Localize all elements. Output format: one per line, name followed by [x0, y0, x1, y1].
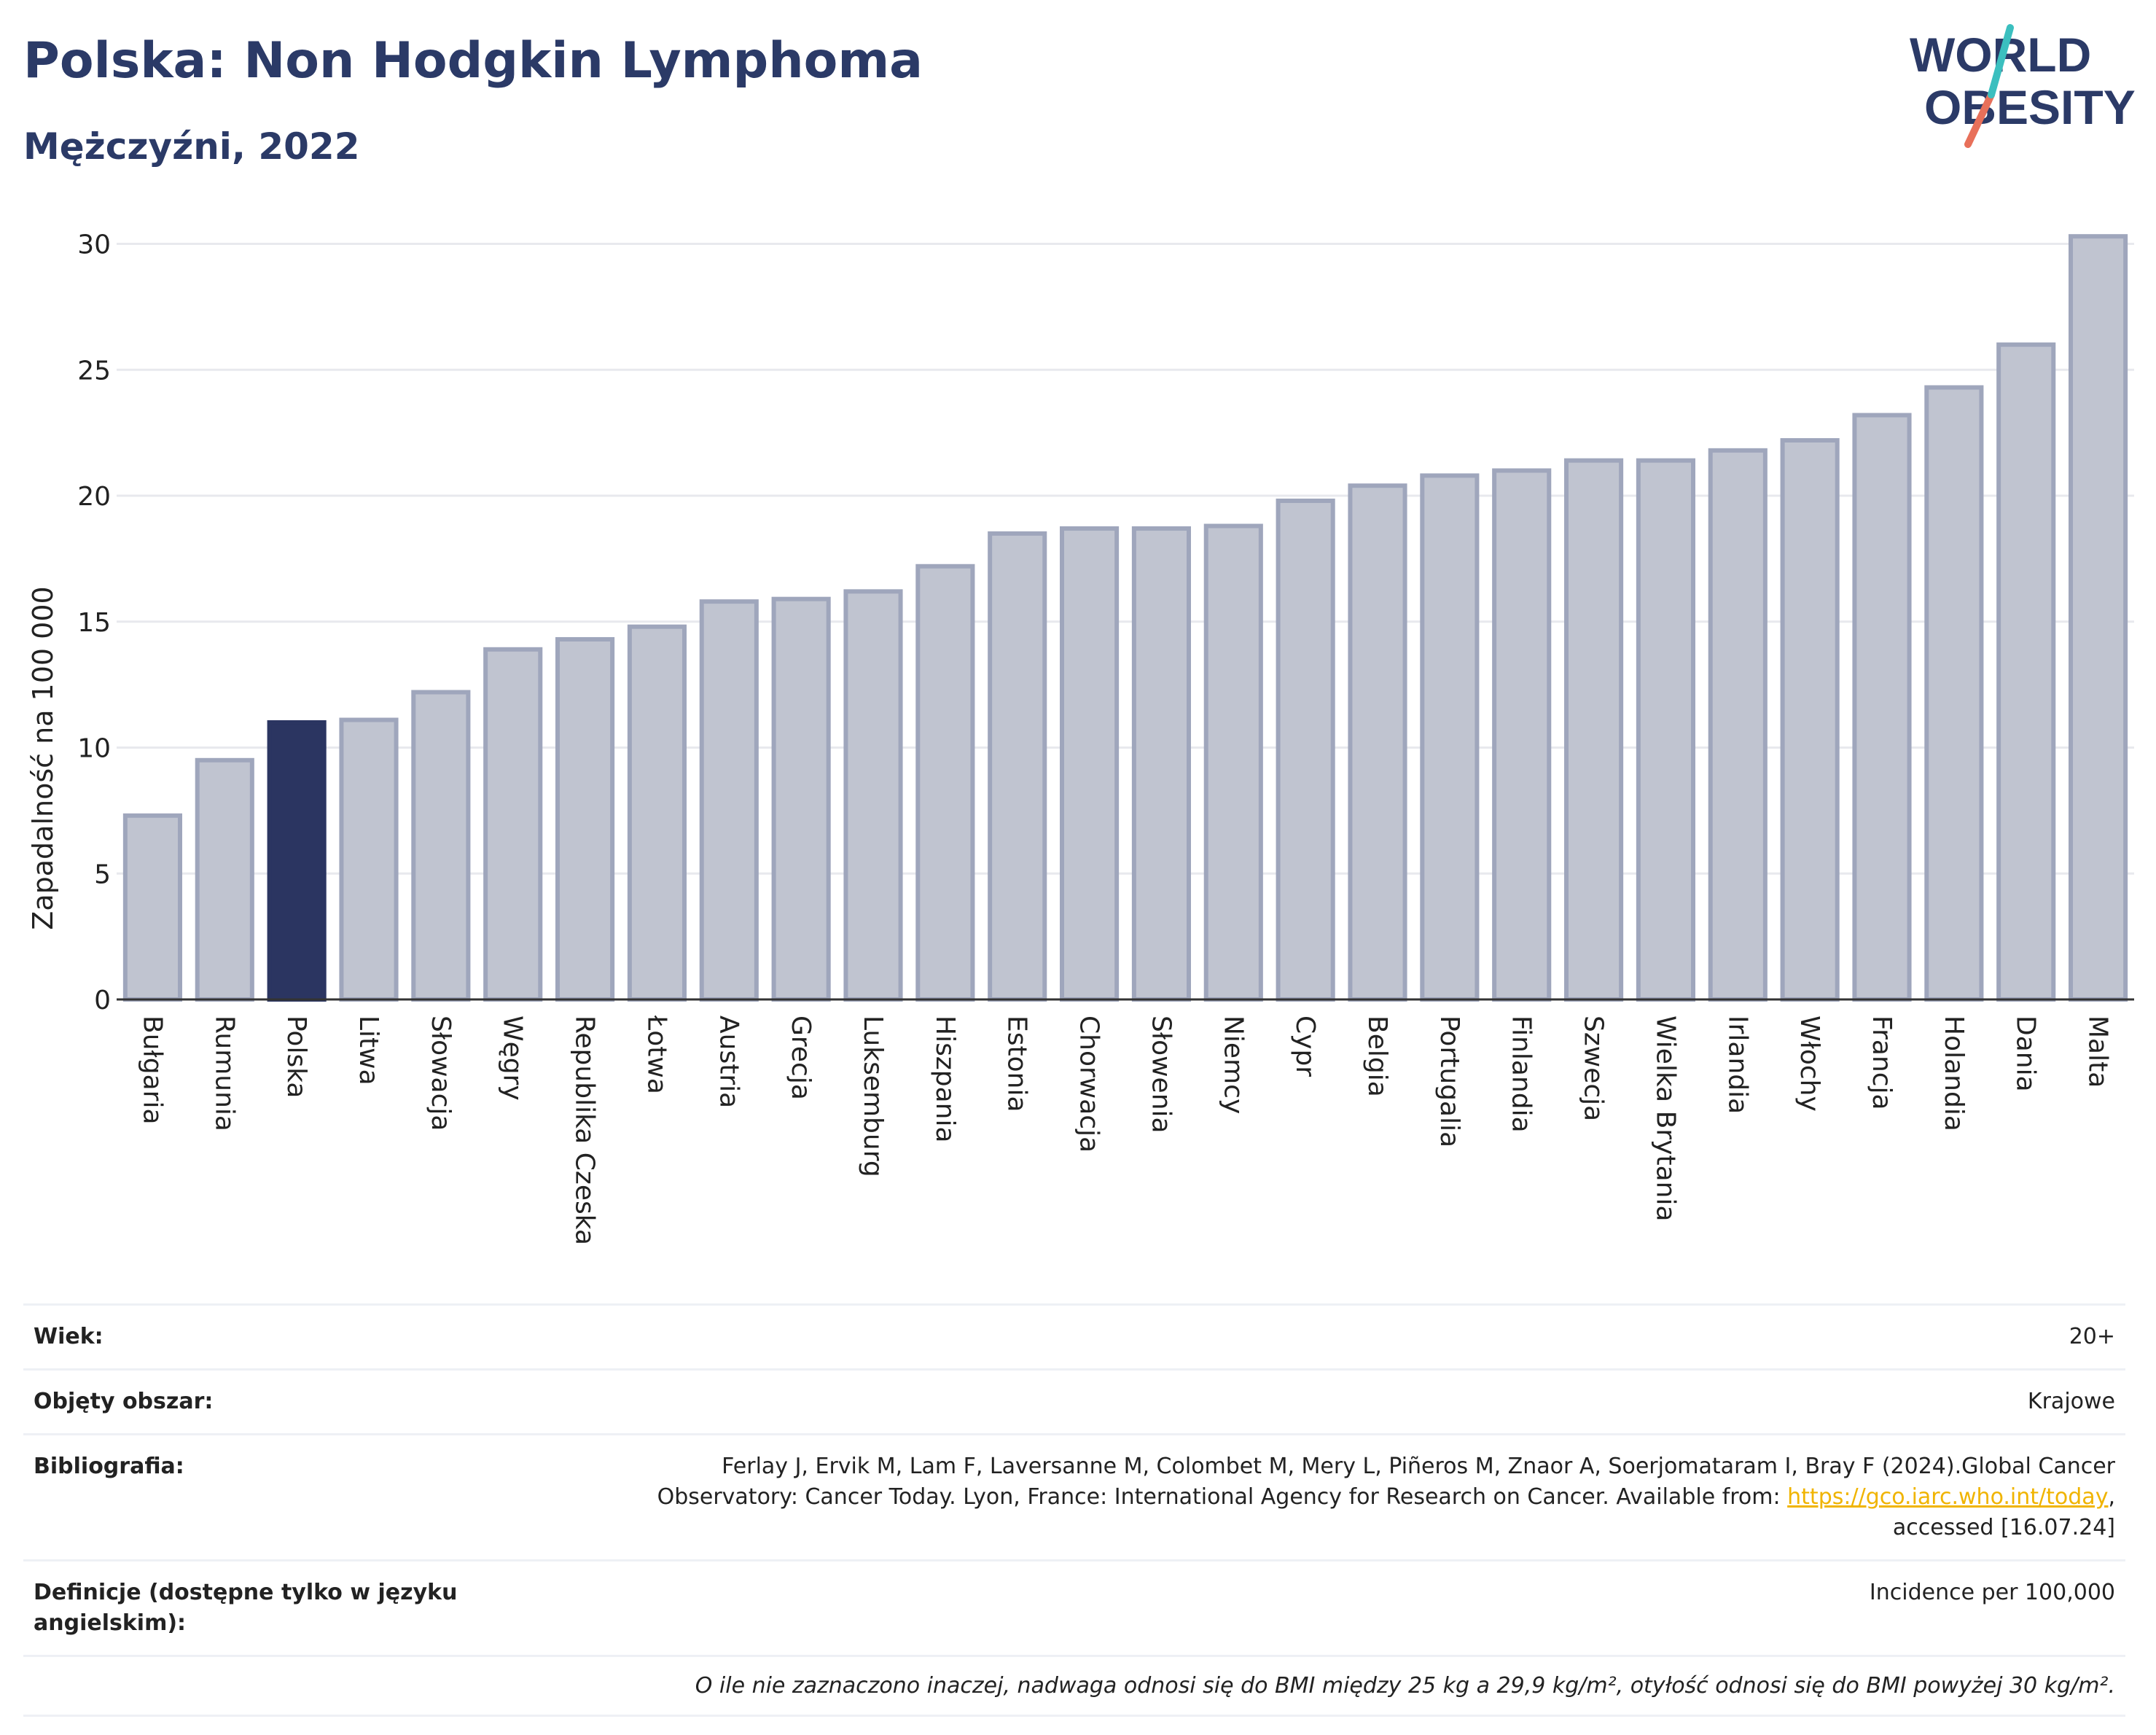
x-tick-label: Portugalia [1434, 1015, 1464, 1147]
page-subtitle: Mężczyźni, 2022 [23, 125, 360, 168]
bar-bułgaria [122, 813, 182, 1002]
x-tick-label: Estonia [1002, 1015, 1032, 1112]
bar-słowenia [1131, 526, 1191, 1002]
bar-rumunia [195, 757, 254, 1002]
bar-chorwacja [1060, 526, 1120, 1002]
x-tick-label: Finlandia [1507, 1015, 1536, 1133]
bar-węgry [483, 647, 543, 1002]
x-tick-label: Belgia [1362, 1015, 1392, 1097]
bibliography-label: Bibliografia: [23, 1433, 496, 1561]
age-value: 20+ [496, 1303, 2125, 1370]
bar-francja [1852, 413, 1912, 1002]
bar-holandia [1924, 385, 1984, 1002]
bar-austria [699, 599, 759, 1002]
bar-malta [2069, 234, 2128, 1002]
bibliography-value: Ferlay J, Ervik M, Lam F, Laversanne M, … [496, 1433, 2125, 1561]
bar-cypr [1276, 498, 1335, 1002]
y-tick-label: 15 [77, 608, 111, 638]
x-tick-label: Holandia [1939, 1015, 1969, 1131]
y-tick-labels: 0 5 10 15 20 25 30 [77, 230, 111, 1015]
world-obesity-logo: WORLD OBESITY [1910, 24, 2136, 148]
bib-line2-end: , [2108, 1484, 2115, 1510]
x-tick-label: Cypr [1290, 1015, 1320, 1077]
x-tick-label: Chorwacja [1074, 1015, 1104, 1153]
x-tick-label: Polska [281, 1015, 311, 1098]
x-tick-label: Litwa [354, 1015, 383, 1085]
logo-slash-red [1964, 91, 1995, 148]
bar-finlandia [1492, 468, 1552, 1002]
bar-grecja [771, 596, 831, 1002]
info-row-age: Wiek: 20+ [23, 1303, 2125, 1370]
bar-luksemburg [843, 589, 903, 1002]
page-title: Polska: Non Hodgkin Lymphoma [23, 32, 923, 90]
x-tick-label: Malta [2083, 1015, 2113, 1088]
x-tick-label: Włochy [1794, 1015, 1824, 1112]
bar-portugalia [1420, 473, 1480, 1002]
bib-link[interactable]: https://gco.iarc.who.int/today [1787, 1484, 2109, 1510]
bar-irlandia [1708, 448, 1768, 1002]
bars [122, 234, 2128, 1002]
bar-chart: 0 5 10 15 20 25 30 Bułgaria Rumunia Polska Litwa S… [27, 230, 2134, 1245]
bib-line1: Ferlay J, Ervik M, Lam F, Laversanne M, … [722, 1454, 2115, 1479]
x-tick-label: Grecja [786, 1015, 816, 1100]
x-tick-label: Republika Czeska [570, 1015, 600, 1245]
bar-estonia [988, 531, 1047, 1002]
x-tick-label: Słowenia [1146, 1015, 1176, 1134]
bib-line2: Observatory: Cancer Today. Lyon, France:… [657, 1484, 1788, 1510]
bar-litwa [339, 717, 399, 1002]
x-tick-label: Austria [714, 1015, 743, 1108]
bar-republika-czeska [555, 636, 615, 1002]
info-row-coverage: Objęty obszar: Krajowe [23, 1368, 2125, 1435]
bar-łotwa [627, 624, 687, 1002]
age-label: Wiek: [23, 1303, 496, 1370]
bar-belgia [1348, 483, 1407, 1002]
x-tick-label: Irlandia [1722, 1015, 1752, 1114]
y-tick-label: 5 [94, 859, 111, 889]
x-tick-label: Luksemburg [858, 1015, 888, 1177]
coverage-value: Krajowe [496, 1368, 2125, 1435]
bar-szwecja [1564, 458, 1624, 1002]
y-tick-label: 25 [77, 356, 111, 386]
logo-slash-teal [1988, 24, 2014, 98]
x-tick-label: Dania [2011, 1015, 2041, 1092]
bar-słowacja [411, 690, 471, 1002]
x-tick-label: Łotwa [641, 1015, 671, 1094]
y-tick-label: 10 [77, 734, 111, 764]
x-tick-label: Francja [1867, 1015, 1897, 1110]
x-tick-label: Węgry [498, 1015, 528, 1101]
y-tick-label: 20 [77, 482, 111, 512]
bar-niemcy [1203, 523, 1263, 1002]
x-tick-label: Słowacja [426, 1015, 456, 1131]
bar-wielka-brytania [1636, 458, 1695, 1002]
bar-włochy [1780, 438, 1840, 1002]
y-tick-label: 30 [77, 230, 111, 260]
info-row-definitions: Definicje (dostępne tylko w języku angie… [23, 1559, 2125, 1656]
bib-line3: accessed [16.07.24] [1892, 1515, 2115, 1540]
x-tick-label: Szwecja [1579, 1015, 1609, 1121]
coverage-label: Objęty obszar: [23, 1368, 496, 1435]
definitions-value: Incidence per 100,000 [496, 1559, 2125, 1656]
x-tick-label: Hiszpania [930, 1015, 960, 1143]
x-tick-labels: Bułgaria Rumunia Polska Litwa Słowacja Węgry R… [137, 1015, 2112, 1245]
bmi-note: O ile nie zaznaczono inaczej, nadwaga od… [23, 1655, 2125, 1717]
info-row-bibliography: Bibliografia: Ferlay J, Ervik M, Lam F, … [23, 1433, 2125, 1561]
x-tick-label: Niemcy [1218, 1015, 1248, 1114]
bar-dania [1996, 342, 2056, 1002]
y-axis-label: Zapadalność na 100 000 [27, 586, 59, 929]
info-table: Wiek: 20+ Objęty obszar: Krajowe Bibliog… [23, 1303, 2125, 1717]
definitions-label: Definicje (dostępne tylko w języku angie… [23, 1559, 496, 1656]
y-tick-label: 0 [94, 986, 111, 1015]
logo-line2: OBESITY [1924, 80, 2136, 134]
x-tick-label: Wielka Brytania [1650, 1015, 1680, 1222]
bar-hiszpania [915, 564, 975, 1002]
bar-polska [267, 720, 327, 1002]
info-row-note: O ile nie zaznaczono inaczej, nadwaga od… [23, 1655, 2125, 1717]
x-tick-label: Bułgaria [137, 1015, 167, 1125]
x-tick-label: Rumunia [209, 1015, 239, 1131]
